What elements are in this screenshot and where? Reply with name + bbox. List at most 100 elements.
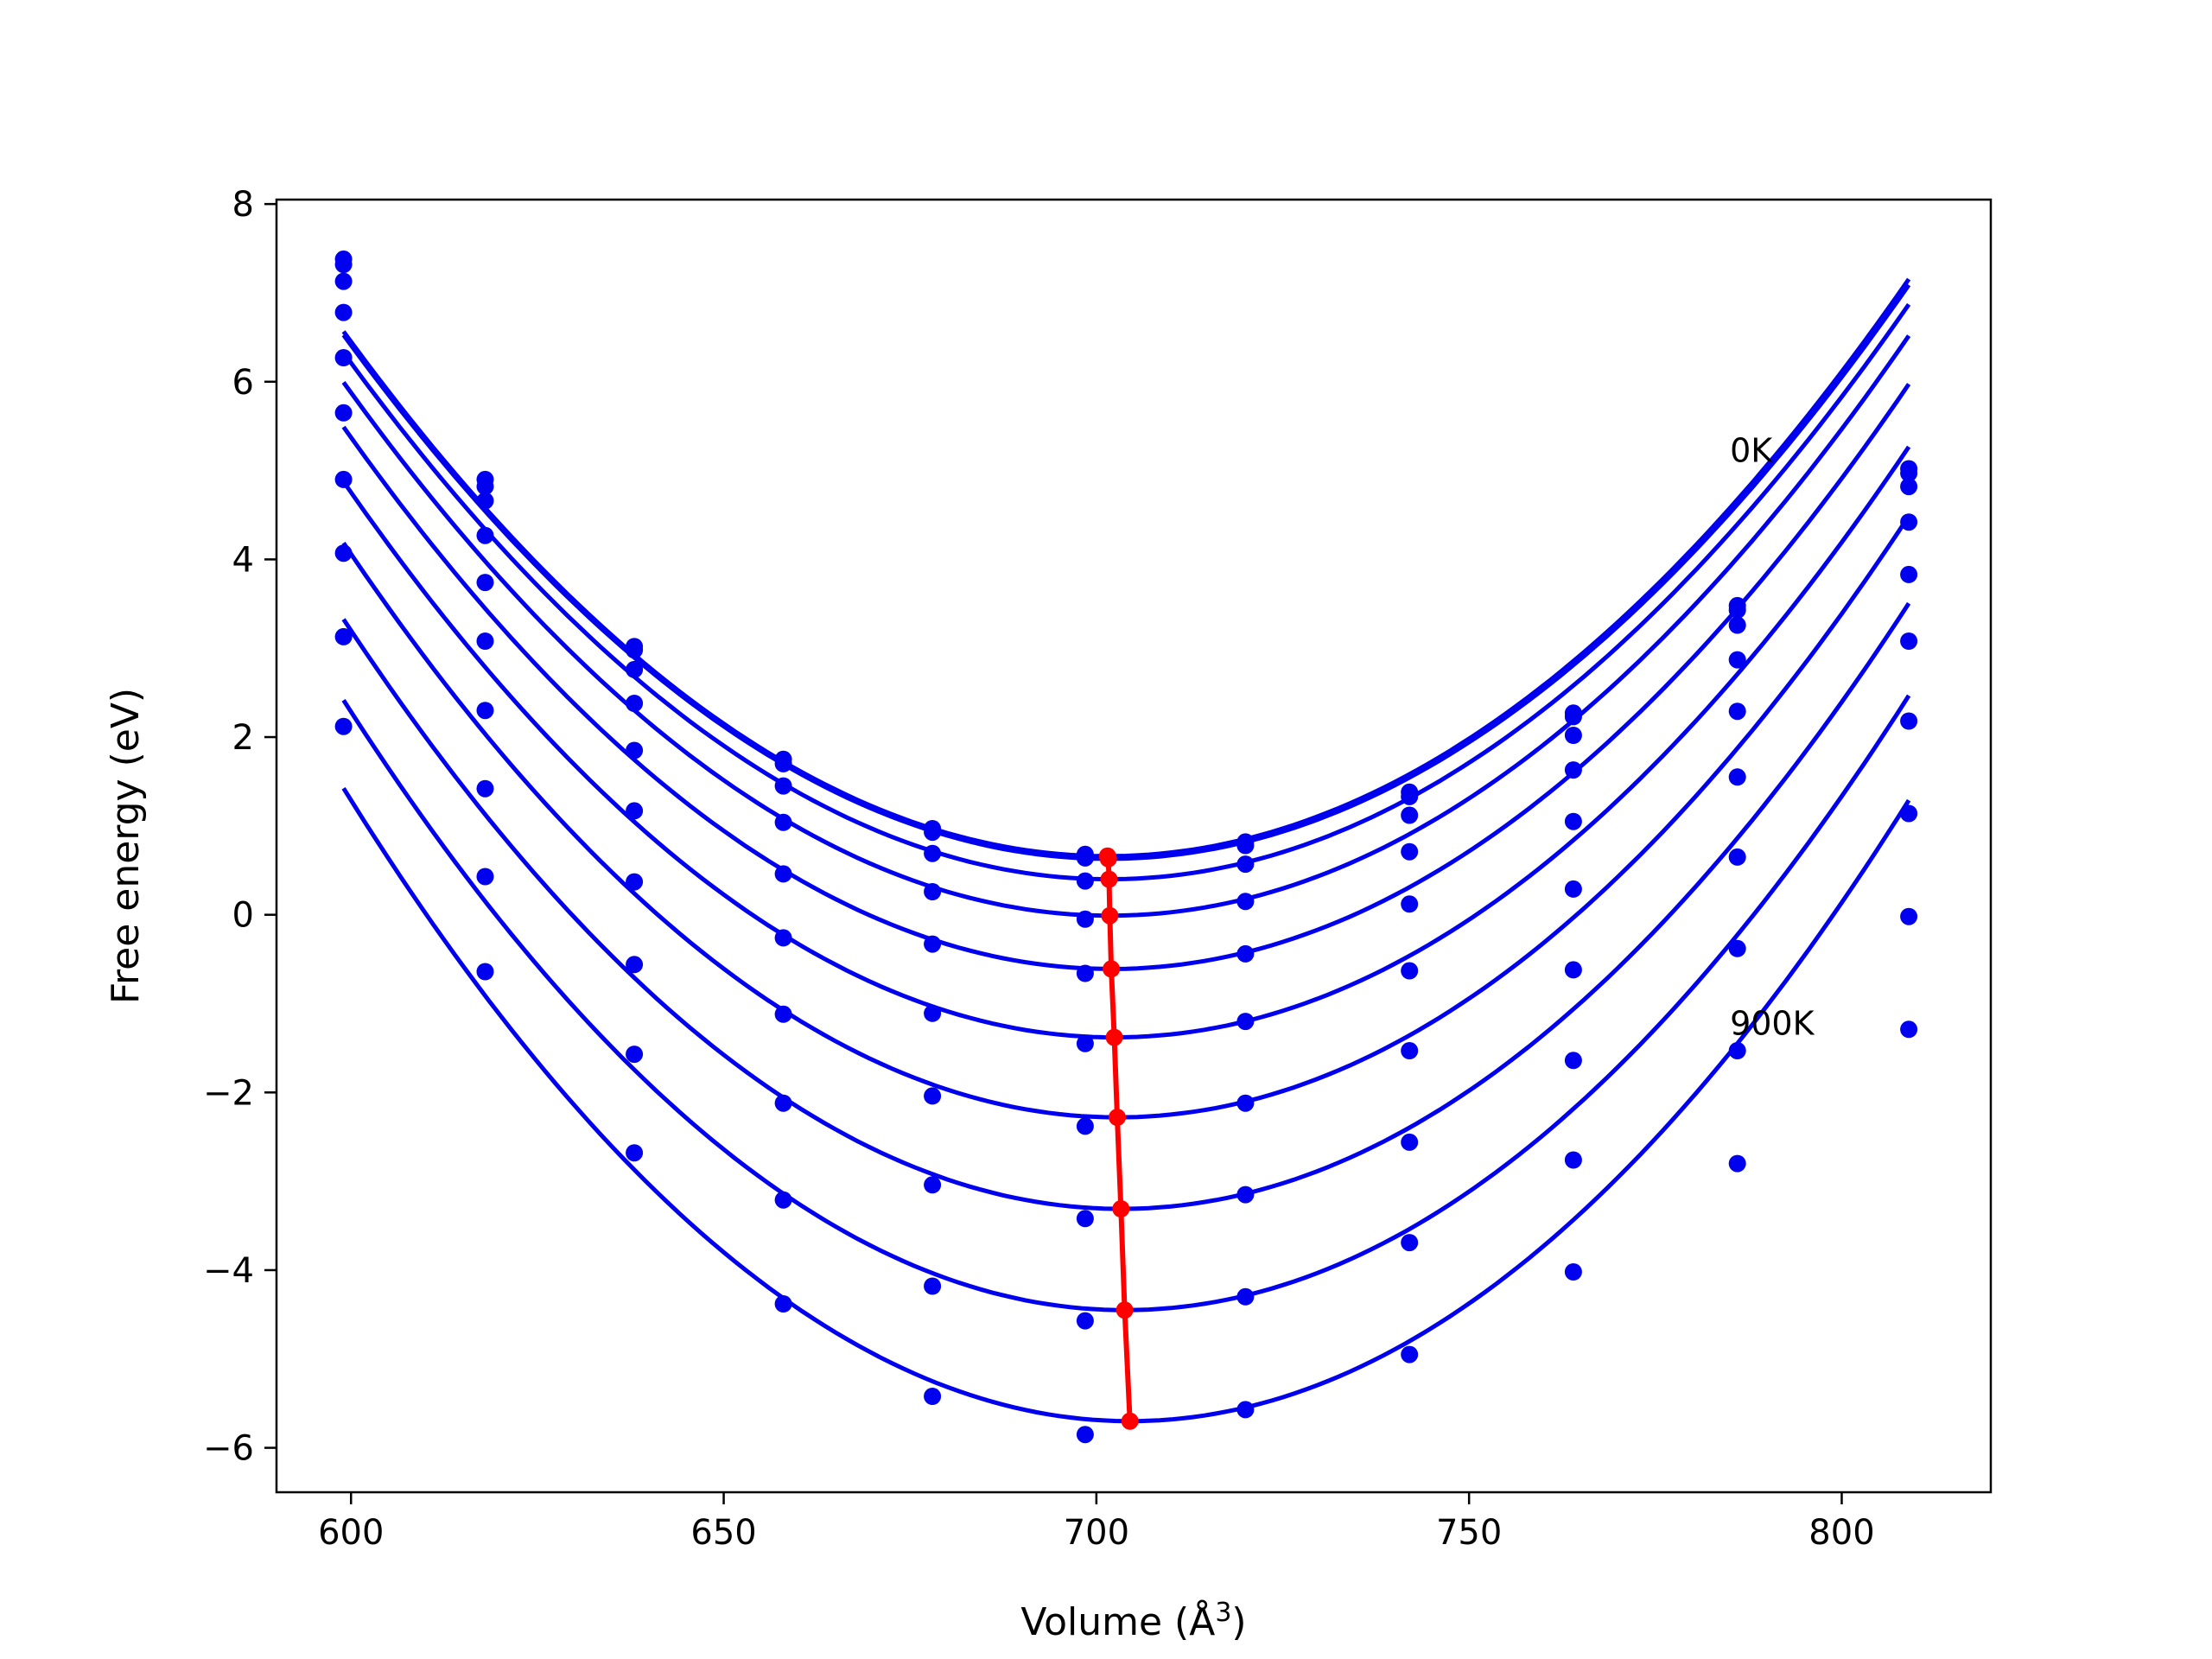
data-point-800K-3 <box>774 1191 792 1209</box>
data-point-900K-3 <box>774 1295 792 1313</box>
data-point-500K-3 <box>774 929 792 947</box>
data-point-400K-6 <box>1236 944 1255 963</box>
x-tick-label-800: 800 <box>1808 1513 1874 1553</box>
data-point-400K-9 <box>1728 702 1746 721</box>
y-tick-label-4: 4 <box>232 540 254 580</box>
data-point-600K-9 <box>1728 848 1746 866</box>
data-point-400K-10 <box>1900 565 1918 583</box>
data-point-800K-7 <box>1401 1234 1419 1252</box>
data-point-900K-5 <box>1076 1426 1094 1444</box>
data-point-200K-8 <box>1564 727 1582 744</box>
data-point-500K-5 <box>1076 1034 1094 1052</box>
data-point-300K-7 <box>1401 842 1419 861</box>
data-point-200K-4 <box>924 844 942 862</box>
data-point-700K-0 <box>334 544 353 563</box>
data-point-300K-1 <box>476 526 494 544</box>
data-point-500K-10 <box>1900 632 1918 650</box>
data-point-200K-0 <box>334 272 353 290</box>
data-point-900K-9 <box>1728 1154 1746 1173</box>
plot-area <box>334 250 1918 1444</box>
data-point-900K-1 <box>476 963 494 981</box>
x-tick-label-750: 750 <box>1436 1513 1502 1553</box>
data-point-800K-4 <box>924 1277 942 1295</box>
data-point-100K-5 <box>1076 849 1094 867</box>
data-point-700K-3 <box>774 1094 792 1112</box>
data-point-100K-3 <box>774 754 792 772</box>
data-point-300K-0 <box>334 303 353 321</box>
annotations: 0K 900K <box>1730 431 1815 1042</box>
data-point-600K-3 <box>774 1005 792 1023</box>
data-point-400K-4 <box>924 935 942 953</box>
data-point-600K-0 <box>334 470 353 488</box>
data-point-300K-9 <box>1728 651 1746 669</box>
y-axis: −6 −4 −2 0 2 4 6 8 <box>203 185 276 1469</box>
data-point-300K-3 <box>774 813 792 831</box>
data-point-200K-2 <box>626 660 644 678</box>
data-point-600K-4 <box>924 1087 942 1105</box>
x-axis: 600 650 700 750 800 <box>318 1492 1875 1553</box>
data-point-600K-2 <box>626 873 644 891</box>
data-point-800K-5 <box>1076 1312 1094 1330</box>
minimum-point-3 <box>1101 906 1119 925</box>
fit-curve-500K <box>341 445 1911 1040</box>
data-point-500K-6 <box>1236 1013 1255 1031</box>
data-point-500K-4 <box>924 1004 942 1022</box>
data-point-100K-6 <box>1236 836 1255 855</box>
data-point-500K-1 <box>476 632 494 650</box>
fit-curve-600K <box>341 514 1911 1120</box>
fit-curve-200K <box>341 302 1911 881</box>
data-point-800K-10 <box>1900 907 1918 925</box>
minimum-point-9 <box>1121 1412 1139 1430</box>
data-point-500K-7 <box>1401 962 1419 980</box>
y-tick-label-8: 8 <box>232 185 254 225</box>
axes-frame <box>275 198 1993 1494</box>
data-point-900K-0 <box>334 717 353 735</box>
data-point-700K-2 <box>626 956 644 974</box>
data-point-800K-1 <box>476 868 494 886</box>
data-point-800K-0 <box>334 627 353 645</box>
data-point-700K-6 <box>1236 1185 1255 1204</box>
minimum-point-1 <box>1099 849 1117 868</box>
minimum-point-7 <box>1112 1200 1130 1217</box>
data-point-900K-7 <box>1401 1345 1419 1363</box>
data-point-700K-8 <box>1564 1052 1582 1070</box>
x-tick-label-700: 700 <box>1064 1513 1129 1553</box>
data-point-300K-2 <box>626 695 644 712</box>
fit-curve-100K <box>341 283 1911 861</box>
minimum-point-2 <box>1100 870 1118 888</box>
data-point-500K-2 <box>626 802 644 820</box>
data-point-900K-4 <box>924 1388 942 1405</box>
annotation-1: 900K <box>1730 1004 1815 1042</box>
fit-curve-300K <box>341 334 1911 918</box>
fit-curve-400K <box>341 383 1911 971</box>
data-point-700K-1 <box>476 779 494 798</box>
y-tick-label-2: 2 <box>232 718 254 758</box>
data-point-400K-3 <box>774 865 792 883</box>
data-point-800K-6 <box>1236 1287 1255 1306</box>
y-tick-label-0: 0 <box>232 896 254 936</box>
data-point-900K-2 <box>626 1144 644 1162</box>
data-point-100K-10 <box>1900 464 1918 482</box>
data-point-900K-10 <box>1900 1020 1918 1039</box>
data-point-400K-2 <box>626 741 644 760</box>
data-point-500K-0 <box>334 404 353 422</box>
data-point-600K-7 <box>1401 1042 1419 1059</box>
minimum-point-4 <box>1103 960 1121 978</box>
data-point-400K-0 <box>334 349 353 366</box>
data-point-700K-9 <box>1728 939 1746 957</box>
x-tick-label-650: 650 <box>690 1513 756 1553</box>
data-point-700K-5 <box>1076 1210 1094 1228</box>
minimum-point-5 <box>1105 1028 1123 1046</box>
y-tick-label--6: −6 <box>203 1429 254 1469</box>
y-tick-label-6: 6 <box>232 363 254 403</box>
data-point-500K-8 <box>1564 880 1582 898</box>
data-point-200K-6 <box>1236 855 1255 874</box>
y-axis-label: Free energy (eV) <box>104 688 148 1004</box>
data-point-600K-1 <box>476 702 494 720</box>
data-point-100K-4 <box>924 823 942 842</box>
minima-line <box>1104 855 1133 1421</box>
data-point-100K-8 <box>1564 708 1582 726</box>
minimum-point-6 <box>1109 1109 1126 1127</box>
x-axis-label: Volume (Å3) <box>1020 1598 1246 1644</box>
